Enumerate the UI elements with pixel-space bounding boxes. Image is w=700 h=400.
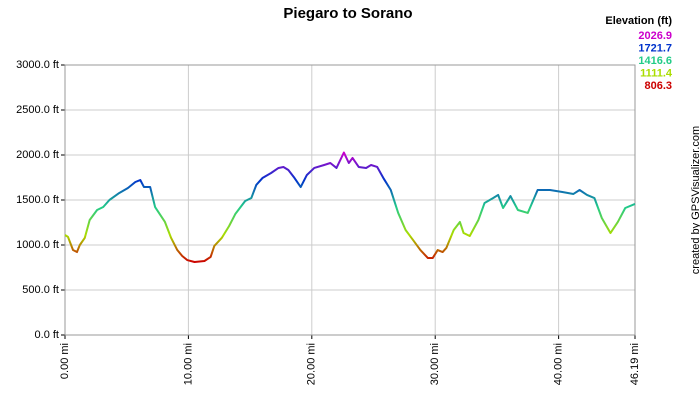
x-tick-label: 20.00 mi	[306, 343, 318, 385]
legend-title: Elevation (ft)	[605, 15, 672, 27]
legend-label: 2026.9	[638, 30, 672, 42]
legend-label: 1416.6	[638, 55, 672, 67]
chart-title: Piegaro to Sorano	[283, 5, 412, 22]
legend-label: 806.3	[644, 80, 672, 92]
credit: created by GPSVisualizer.com	[690, 126, 700, 274]
x-tick-label: 46.19 mi	[629, 343, 641, 385]
x-tick-label: 0.00 mi	[59, 343, 71, 379]
x-tick-label: 40.00 mi	[553, 343, 565, 385]
legend-label: 1721.7	[638, 42, 672, 54]
y-tick-label: 2000.0 ft	[16, 149, 59, 161]
y-tick-label: 3000.0 ft	[16, 59, 59, 71]
y-tick-label: 2500.0 ft	[16, 104, 59, 116]
elevation-line	[64, 151, 636, 264]
x-tick-label: 10.00 mi	[182, 343, 194, 385]
y-tick-label: 0.0 ft	[35, 329, 59, 341]
legend-label: 1111.4	[640, 67, 673, 79]
x-tick-label: 30.00 mi	[429, 343, 441, 385]
y-tick-label: 1000.0 ft	[16, 239, 59, 251]
y-tick-label: 500.0 ft	[22, 284, 59, 296]
y-tick-label: 1500.0 ft	[16, 194, 59, 206]
plot-frame	[64, 64, 636, 336]
